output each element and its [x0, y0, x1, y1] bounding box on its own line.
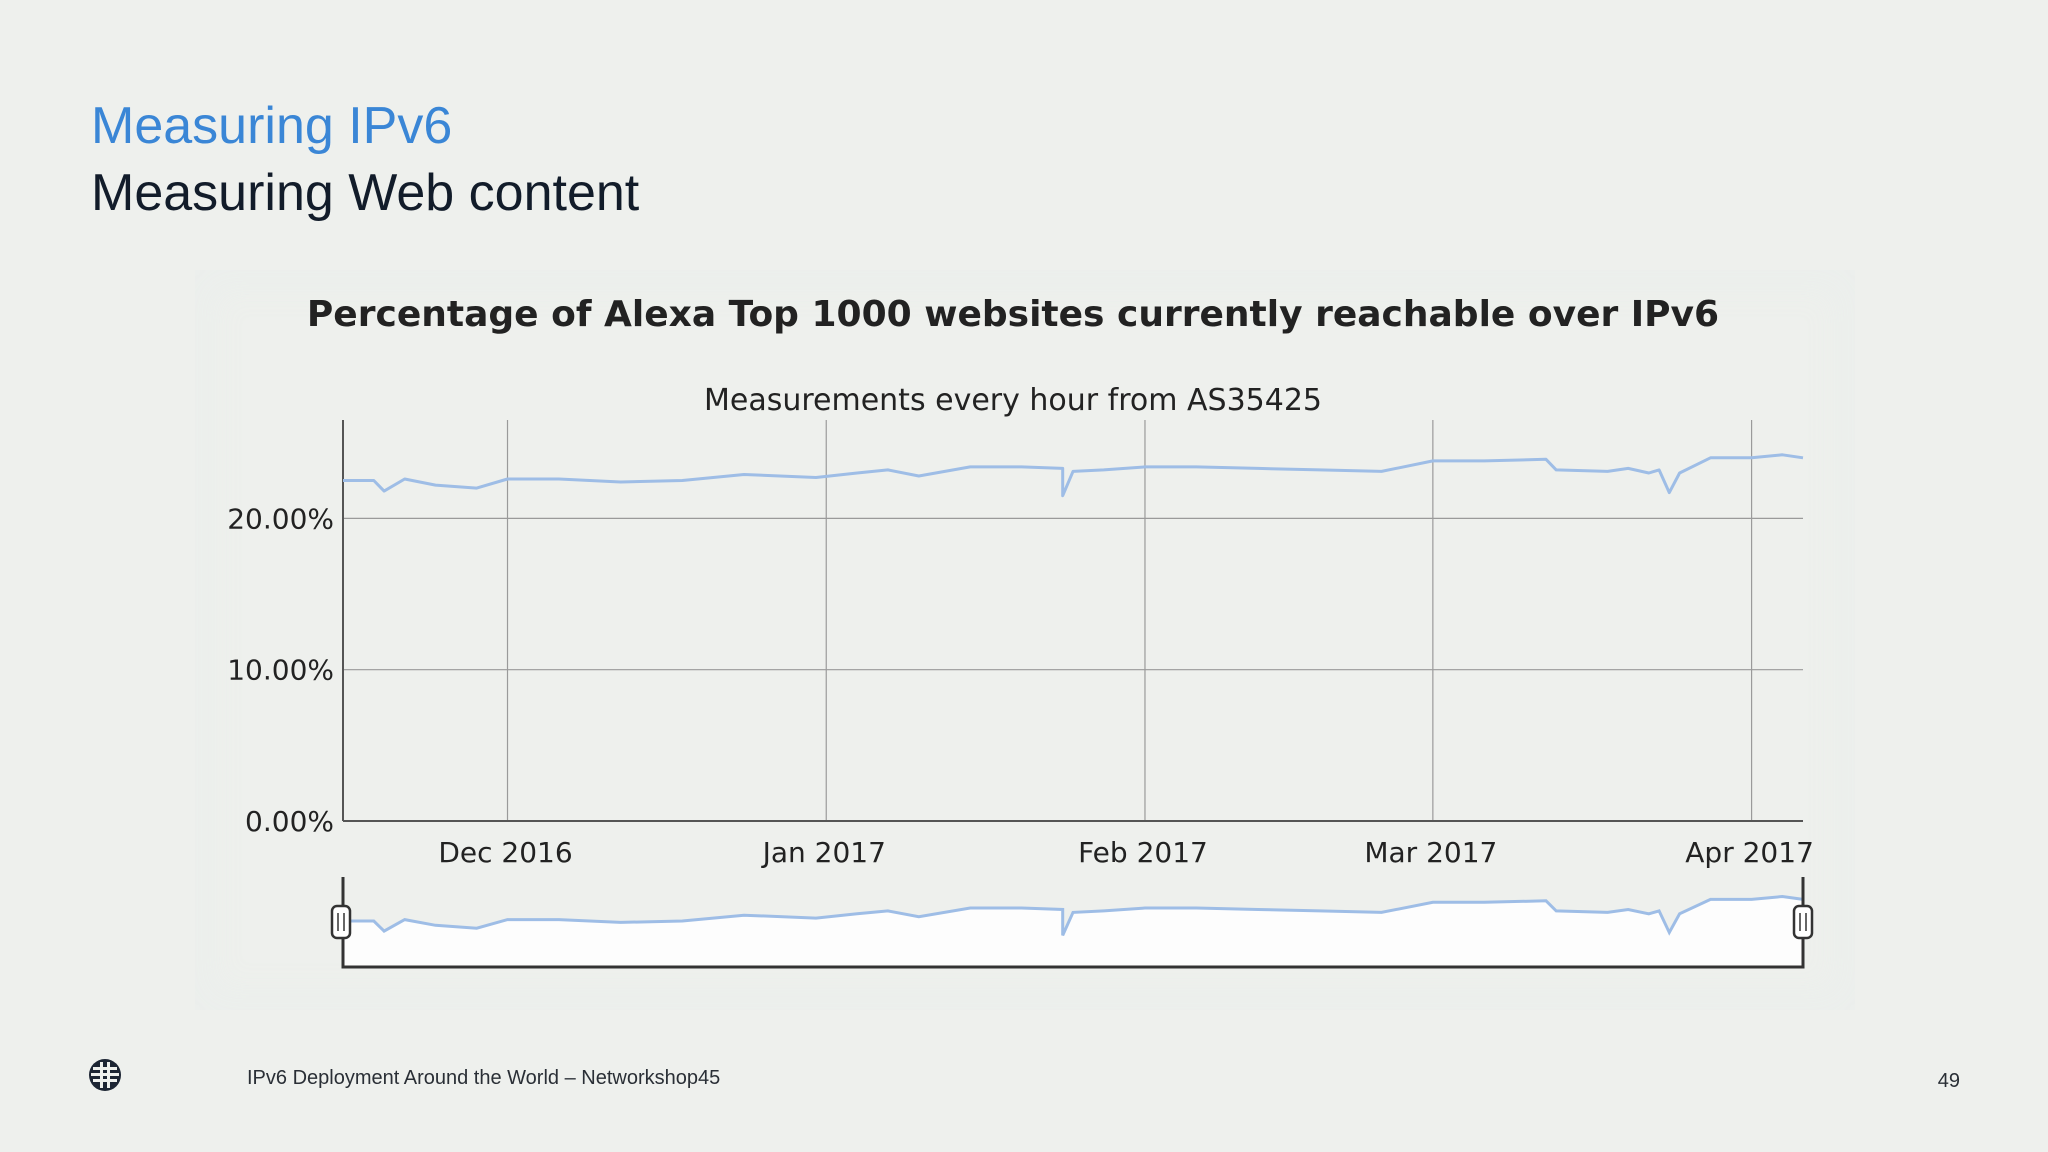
x-tick-label: Jan 2017 — [761, 836, 886, 869]
y-axis-ticks: 0.00% 10.00% 20.00% — [227, 502, 334, 838]
series-line-0 — [343, 453, 1804, 498]
x-axis-ticks: Dec 2016 Jan 2017 Feb 2017 Mar 2017 Apr 2017 — [438, 836, 1814, 869]
chart-axes — [342, 420, 1803, 822]
y-tick-label: 20.00% — [227, 502, 334, 535]
range-navigator[interactable] — [330, 877, 1814, 969]
x-tick-label: Dec 2016 — [438, 836, 572, 869]
footer-text: IPv6 Deployment Around the World – Netwo… — [247, 1067, 721, 1089]
x-tick-label: Apr 2017 — [1685, 836, 1814, 869]
chart-subtitle: Measurements every hour from AS35425 — [704, 383, 1322, 418]
page-number: 49 — [1937, 1070, 1960, 1092]
navigator-series-line-0 — [343, 894, 1804, 937]
slide-subtitle: Measuring Web content — [91, 164, 640, 222]
x-tick-label: Feb 2017 — [1078, 836, 1208, 869]
y-tick-label: 0.00% — [245, 805, 334, 838]
series-lines — [343, 453, 1804, 498]
x-tick-label: Mar 2017 — [1364, 836, 1497, 869]
navigator-area — [343, 896, 1803, 967]
y-tick-label: 10.00% — [227, 654, 334, 687]
grid-lines — [343, 420, 1803, 821]
navigator-left-handle[interactable] — [330, 904, 352, 940]
globe-logo-icon — [89, 1059, 121, 1091]
navigator-right-handle[interactable] — [1792, 904, 1814, 940]
chart-title: Percentage of Alexa Top 1000 websites cu… — [307, 294, 1719, 335]
handle-grip — [1792, 904, 1814, 940]
handle-grip — [330, 904, 352, 940]
slide-title: Measuring IPv6 — [91, 97, 453, 155]
chart-panel — [195, 270, 1855, 1010]
